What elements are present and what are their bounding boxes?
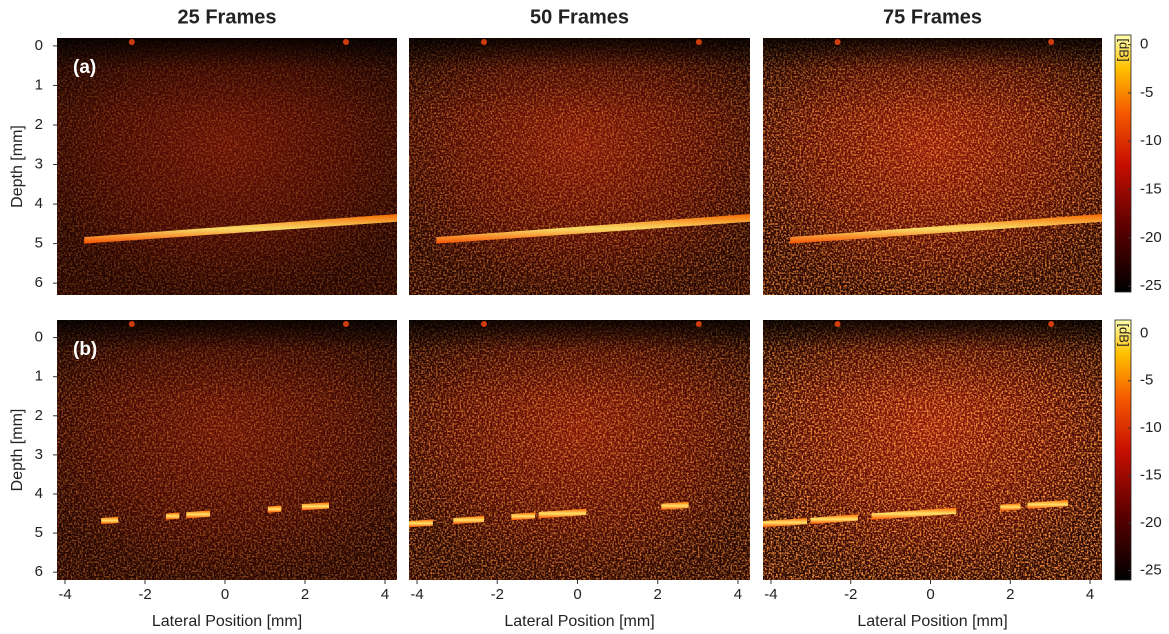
y-tick-label: 4 <box>35 195 43 212</box>
x-tick-label: 4 <box>734 586 742 603</box>
reflector <box>810 514 858 524</box>
colorbar-tick-label: -25 <box>1140 561 1162 578</box>
y-axis-label: Depth [mm] <box>9 125 26 208</box>
colorbar-tick-label: -5 <box>1140 84 1153 101</box>
surface-dot <box>834 321 841 327</box>
colorbar-tick-label: 0 <box>1140 324 1148 341</box>
x-tick-label: 2 <box>1006 586 1014 603</box>
surface-dot <box>1048 321 1055 327</box>
heatmap-top-shade <box>763 320 1102 580</box>
surface-dot <box>834 39 841 45</box>
reflector <box>1000 503 1021 511</box>
heatmap-top-shade <box>763 38 1102 295</box>
y-tick-label: 1 <box>35 76 43 93</box>
y-axis-label: Depth [mm] <box>9 409 26 492</box>
panel-label: (a) <box>73 57 96 78</box>
surface-dot <box>343 321 349 327</box>
reflector <box>267 505 282 513</box>
x-tick-label: 2 <box>654 586 662 603</box>
y-tick-label: 0 <box>35 37 43 54</box>
colorbar-label: [dB] <box>1117 323 1132 346</box>
colorbar-tick-label: -10 <box>1140 419 1162 436</box>
x-tick-label: 0 <box>221 586 229 603</box>
heatmap-top-shade <box>57 320 397 580</box>
reflector <box>538 508 587 519</box>
y-tick-label: 3 <box>35 446 43 463</box>
x-tick-label: -4 <box>58 586 71 603</box>
panel-title: 75 Frames <box>883 6 982 28</box>
surface-dot <box>695 321 702 327</box>
x-tick-label: -2 <box>491 586 504 603</box>
colorbar-tick-label: -25 <box>1140 277 1162 294</box>
colorbar-tick-label: -5 <box>1140 372 1153 389</box>
colorbar-tick-label: -20 <box>1140 514 1162 531</box>
reflector <box>409 519 433 528</box>
reflector <box>186 510 210 519</box>
reflector <box>1027 499 1069 509</box>
x-tick-label: -4 <box>764 586 777 603</box>
x-tick-label: -4 <box>410 586 423 603</box>
reflector <box>661 501 689 510</box>
x-tick-label: -2 <box>138 586 151 603</box>
colorbar-label: [dB] <box>1117 38 1132 61</box>
reflector <box>790 214 1102 244</box>
y-tick-label: 0 <box>35 329 43 346</box>
x-tick-label: 0 <box>926 586 934 603</box>
x-axis-label: Lateral Position [mm] <box>857 613 1007 630</box>
y-tick-label: 3 <box>35 155 43 172</box>
reflector <box>165 512 180 520</box>
surface-dot <box>128 321 135 327</box>
reflector <box>436 214 750 244</box>
x-axis-label: Lateral Position [mm] <box>152 613 302 630</box>
colorbar-tick-label: 0 <box>1140 36 1148 53</box>
colorbar <box>1114 34 1132 293</box>
reflector <box>511 512 536 521</box>
reflector <box>763 517 808 528</box>
x-tick-label: -2 <box>844 586 857 603</box>
surface-dot <box>695 39 702 45</box>
colorbar-tick-label: -10 <box>1140 132 1162 149</box>
surface-dot <box>1048 39 1055 45</box>
y-tick-label: 5 <box>35 235 43 252</box>
heatmap-top-shade <box>409 38 750 295</box>
heatmap-top-shade <box>409 320 750 580</box>
y-tick-label: 1 <box>35 368 43 385</box>
reflector <box>871 507 957 520</box>
panel-title: 50 Frames <box>530 6 629 28</box>
surface-dot <box>481 39 488 45</box>
colorbar-tick-label: -20 <box>1140 229 1162 246</box>
colorbar-tick-label: -15 <box>1140 467 1162 484</box>
y-tick-label: 6 <box>35 274 43 291</box>
y-tick-label: 4 <box>35 485 43 502</box>
x-axis-label: Lateral Position [mm] <box>504 613 654 630</box>
surface-dot <box>343 39 349 45</box>
x-tick-label: 2 <box>301 586 309 603</box>
y-tick-label: 6 <box>35 563 43 580</box>
reflector <box>301 502 329 511</box>
heatmap-top-shade <box>57 38 397 295</box>
reflector <box>453 515 485 525</box>
reflector <box>84 214 397 244</box>
y-tick-label: 5 <box>35 524 43 541</box>
y-tick-label: 2 <box>35 116 43 133</box>
reflector <box>101 516 119 525</box>
y-tick-label: 2 <box>35 407 43 424</box>
colorbar <box>1114 319 1132 581</box>
x-tick-label: 4 <box>1086 586 1094 603</box>
surface-dot <box>481 321 488 327</box>
panel-title: 25 Frames <box>178 6 277 28</box>
x-tick-label: 0 <box>573 586 581 603</box>
x-tick-label: 4 <box>381 586 389 603</box>
colorbar-tick-label: -15 <box>1140 181 1162 198</box>
surface-dot <box>128 39 135 45</box>
panel-label: (b) <box>73 339 97 360</box>
